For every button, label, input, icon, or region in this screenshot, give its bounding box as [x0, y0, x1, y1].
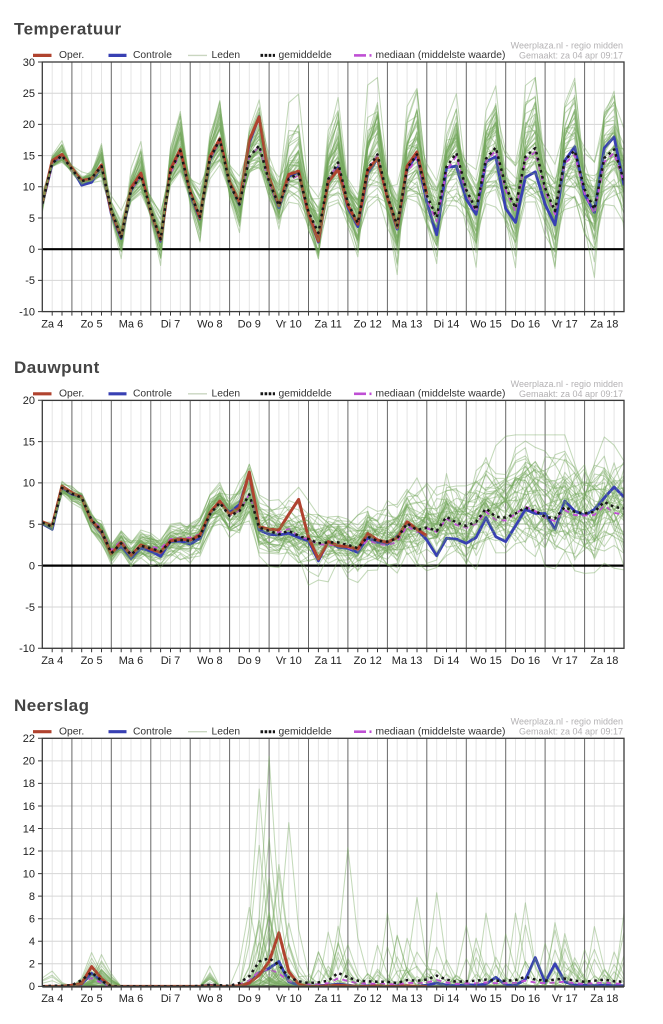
svg-text:Vr 17: Vr 17 — [552, 993, 578, 1005]
svg-text:Zo 12: Zo 12 — [354, 993, 382, 1005]
svg-text:10: 10 — [23, 478, 35, 490]
svg-text:Di 14: Di 14 — [434, 655, 460, 667]
svg-text:Wo 8: Wo 8 — [197, 655, 222, 667]
svg-text:Wo 8: Wo 8 — [197, 993, 222, 1005]
svg-text:Controle: Controle — [133, 389, 172, 400]
svg-text:mediaan (middelste waarde): mediaan (middelste waarde) — [376, 726, 506, 737]
svg-text:Gemaakt: za 04 apr 09:17: Gemaakt: za 04 apr 09:17 — [519, 727, 623, 737]
svg-text:14: 14 — [23, 823, 35, 835]
svg-text:Wo 15: Wo 15 — [470, 318, 502, 330]
svg-text:Gemaakt: za 04 apr 09:17: Gemaakt: za 04 apr 09:17 — [519, 389, 623, 399]
svg-text:Neerslag: Neerslag — [14, 696, 89, 715]
svg-text:gemiddelde: gemiddelde — [279, 389, 333, 400]
svg-text:Do 16: Do 16 — [511, 993, 540, 1005]
svg-text:Za 18: Za 18 — [590, 655, 618, 667]
svg-text:22: 22 — [23, 733, 35, 745]
svg-text:Di 7: Di 7 — [161, 655, 181, 667]
svg-text:Ma 13: Ma 13 — [392, 318, 423, 330]
svg-text:Temperatuur: Temperatuur — [14, 20, 122, 39]
svg-text:Controle: Controle — [133, 726, 172, 737]
svg-text:25: 25 — [23, 88, 35, 100]
svg-text:Di 7: Di 7 — [161, 993, 181, 1005]
svg-text:20: 20 — [23, 119, 35, 131]
svg-text:20: 20 — [23, 395, 35, 407]
svg-text:Vr 17: Vr 17 — [552, 655, 578, 667]
svg-text:15: 15 — [23, 436, 35, 448]
svg-text:Zo 5: Zo 5 — [81, 318, 103, 330]
svg-text:Za 4: Za 4 — [41, 655, 63, 667]
svg-text:Di 14: Di 14 — [434, 318, 460, 330]
svg-text:5: 5 — [29, 213, 35, 225]
svg-text:Do 9: Do 9 — [238, 993, 261, 1005]
svg-text:Dauwpunt: Dauwpunt — [14, 358, 100, 377]
svg-text:Do 16: Do 16 — [511, 318, 540, 330]
svg-text:Za 11: Za 11 — [315, 318, 342, 330]
svg-text:Zo 12: Zo 12 — [354, 655, 382, 667]
svg-text:gemiddelde: gemiddelde — [279, 726, 333, 737]
svg-text:10: 10 — [23, 868, 35, 880]
svg-text:-10: -10 — [19, 643, 35, 655]
svg-text:8: 8 — [29, 891, 35, 903]
svg-text:Wo 8: Wo 8 — [197, 318, 222, 330]
svg-text:2: 2 — [29, 959, 35, 971]
svg-text:18: 18 — [23, 778, 35, 790]
svg-text:0: 0 — [29, 981, 35, 993]
svg-text:4: 4 — [29, 936, 35, 948]
svg-text:Oper.: Oper. — [59, 389, 84, 400]
svg-text:Di 14: Di 14 — [434, 993, 460, 1005]
svg-text:0: 0 — [29, 560, 35, 572]
svg-text:Za 4: Za 4 — [41, 318, 63, 330]
svg-text:Ma 6: Ma 6 — [119, 993, 143, 1005]
svg-text:Vr 10: Vr 10 — [276, 318, 302, 330]
svg-text:Ma 6: Ma 6 — [119, 318, 143, 330]
svg-text:Oper.: Oper. — [59, 50, 84, 61]
svg-text:Leden: Leden — [212, 50, 241, 61]
svg-text:Ma 6: Ma 6 — [119, 655, 143, 667]
svg-text:Za 4: Za 4 — [41, 993, 63, 1005]
svg-text:gemiddelde: gemiddelde — [279, 50, 333, 61]
svg-text:Weerplaza.nl - regio midden: Weerplaza.nl - regio midden — [511, 40, 623, 50]
svg-text:Zo 12: Zo 12 — [354, 318, 382, 330]
svg-text:Za 18: Za 18 — [590, 993, 618, 1005]
svg-text:-5: -5 — [25, 602, 35, 614]
svg-text:10: 10 — [23, 182, 35, 194]
svg-text:-10: -10 — [19, 306, 35, 318]
svg-text:Zo 5: Zo 5 — [81, 993, 103, 1005]
svg-text:16: 16 — [23, 801, 35, 813]
svg-text:Zo 5: Zo 5 — [81, 655, 103, 667]
svg-text:20: 20 — [23, 756, 35, 768]
svg-text:Weerplaza.nl - regio midden: Weerplaza.nl - regio midden — [511, 717, 623, 727]
svg-text:6: 6 — [29, 914, 35, 926]
svg-text:Za 11: Za 11 — [315, 993, 342, 1005]
svg-text:Za 18: Za 18 — [590, 318, 618, 330]
svg-text:Vr 17: Vr 17 — [552, 318, 578, 330]
svg-text:Gemaakt: za 04 apr 09:17: Gemaakt: za 04 apr 09:17 — [519, 50, 623, 60]
svg-text:30: 30 — [23, 57, 35, 69]
svg-text:Ma 13: Ma 13 — [392, 993, 423, 1005]
svg-text:Do 9: Do 9 — [238, 655, 261, 667]
svg-text:Vr 10: Vr 10 — [276, 993, 302, 1005]
svg-text:Wo 15: Wo 15 — [470, 993, 502, 1005]
svg-text:Do 16: Do 16 — [511, 655, 540, 667]
svg-text:15: 15 — [23, 150, 35, 162]
svg-text:Za 11: Za 11 — [315, 655, 342, 667]
svg-text:Controle: Controle — [133, 50, 172, 61]
svg-text:Wo 15: Wo 15 — [470, 655, 502, 667]
svg-text:Oper.: Oper. — [59, 726, 84, 737]
svg-text:mediaan (middelste waarde): mediaan (middelste waarde) — [376, 50, 506, 61]
svg-text:Di 7: Di 7 — [161, 318, 181, 330]
svg-text:Leden: Leden — [212, 389, 241, 400]
svg-text:-5: -5 — [25, 275, 35, 287]
svg-text:mediaan (middelste waarde): mediaan (middelste waarde) — [376, 389, 506, 400]
svg-text:12: 12 — [23, 846, 35, 858]
svg-text:Do 9: Do 9 — [238, 318, 261, 330]
svg-text:Vr 10: Vr 10 — [276, 655, 302, 667]
svg-text:0: 0 — [29, 244, 35, 256]
svg-text:5: 5 — [29, 519, 35, 531]
svg-text:Ma 13: Ma 13 — [392, 655, 423, 667]
svg-text:Weerplaza.nl - regio midden: Weerplaza.nl - regio midden — [511, 379, 623, 389]
svg-text:Leden: Leden — [212, 726, 241, 737]
